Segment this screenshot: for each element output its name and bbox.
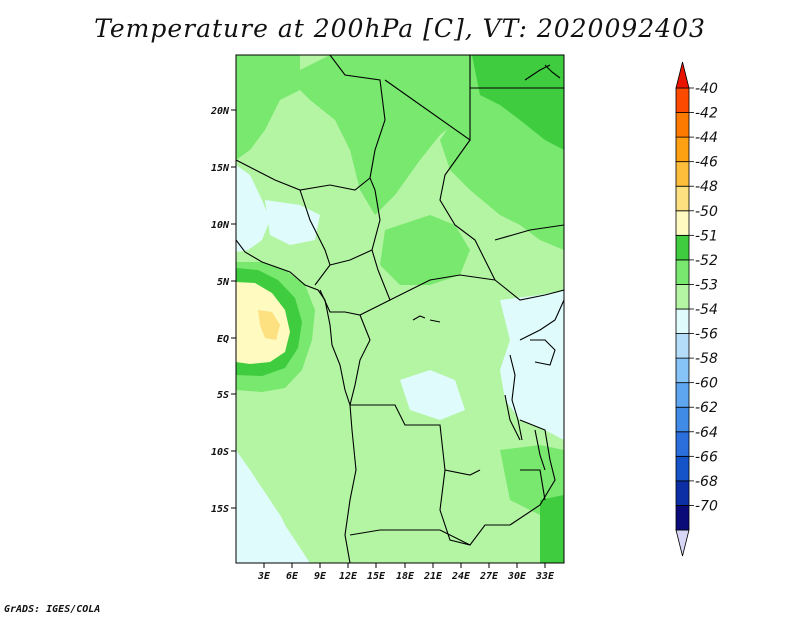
lon-label-24e: 24E [451, 571, 471, 582]
colorbar-swatch [675, 185, 690, 212]
country-borders [236, 55, 564, 563]
border-namibia [349, 529, 471, 546]
lake-malawi [534, 429, 546, 471]
lon-label-33e: 33E [535, 571, 555, 582]
lat-label-15s: 15S [211, 504, 229, 515]
colorbar-swatch [675, 210, 690, 236]
colorbar-swatch [675, 333, 690, 359]
field-region-interior-east [400, 370, 465, 420]
map-title: Temperature at 200hPa [C], VT: 202009240… [94, 14, 706, 43]
colorbar-label: -42 [695, 106, 718, 122]
colorbar: -40 -42 -44 -46 -48 -50 -51 -52 -53 -54 -56 -58 -60 -… [675, 61, 718, 557]
border-south-sudan [494, 279, 564, 301]
lake-kivu [412, 315, 441, 323]
colorbar-label: -51 [695, 228, 718, 244]
colorbar-swatch [675, 161, 690, 187]
colorbar-top-arrow [675, 61, 690, 89]
lat-label-20n: 20N [210, 106, 230, 117]
colorbar-label: -53 [695, 277, 718, 293]
colorbar-swatch [675, 87, 690, 113]
colorbar-swatch [675, 234, 690, 261]
border-mozambique [520, 469, 546, 501]
colorbar-swatch [675, 382, 690, 408]
border-niger-nigeria [236, 159, 371, 191]
lat-label-5s: 5S [217, 390, 229, 401]
colorbar-swatch [675, 112, 690, 138]
field-region-equator-warmest [258, 310, 280, 340]
colorbar-swatch [675, 431, 690, 457]
lake-tanganyika [509, 354, 523, 441]
border-tanzania [519, 419, 551, 461]
lat-label-10n: 10N [211, 220, 230, 231]
border-car-drc [329, 249, 373, 266]
field-region-east [500, 290, 564, 440]
lon-label-9e: 9E [314, 571, 327, 582]
colorbar-label: -46 [695, 155, 718, 171]
coastline-west-africa [236, 239, 357, 563]
lon-label-27e: 27E [479, 571, 499, 582]
field-region-southeast [540, 495, 564, 563]
colorbar-label: -64 [695, 425, 718, 441]
lake-victoria [530, 339, 556, 366]
field-region-interior-north [265, 200, 320, 245]
field-region-northeast-core [472, 55, 564, 150]
temperature-field [236, 55, 564, 563]
field-region-west [236, 55, 300, 160]
colorbar-bottom-arrow [675, 529, 690, 557]
colorbar-label: -58 [695, 351, 718, 367]
field-region-southwest-inner [260, 470, 335, 563]
lon-label-18e: 18E [396, 571, 415, 582]
colorbar-label: -66 [695, 449, 718, 465]
red-sea-coast [544, 64, 561, 79]
border-angola-zambia [439, 469, 510, 546]
map-frame [235, 54, 565, 564]
latitude-axis: 20N 15N 10N 5N EQ 5S 10S 15S [210, 106, 236, 515]
field-region-north [295, 55, 470, 215]
border-congo-drc [349, 314, 371, 406]
colorbar-swatch [675, 455, 690, 482]
field-region-central [380, 215, 470, 285]
colorbar-label: -70 [695, 498, 718, 514]
colorbar-label: -52 [695, 253, 718, 269]
colorbar-label: -54 [695, 302, 718, 318]
colorbar-swatch [675, 136, 690, 163]
lon-label-21e: 21E [423, 571, 443, 582]
colorbar-label: -40 [695, 81, 718, 97]
colorbar-label: -50 [695, 204, 718, 220]
lat-label-eq: EQ [217, 334, 229, 345]
colorbar-label: -62 [695, 400, 718, 416]
lon-label-12e: 12E [339, 571, 358, 582]
colorbar-swatch [675, 259, 690, 285]
colorbar-label: -56 [695, 327, 718, 343]
lat-label-15n: 15N [211, 163, 230, 174]
lon-label-15e: 15E [367, 571, 386, 582]
lat-label-5n: 5N [217, 277, 230, 288]
longitude-axis: 3E 6E 9E 12E 15E 18E 21E 24E 27E 30E 33E [257, 563, 555, 582]
colorbar-swatch [675, 480, 690, 506]
lon-label-3e: 3E [257, 571, 271, 582]
border-burundi [504, 394, 521, 441]
lon-label-30e: 30E [507, 571, 527, 582]
border-drc-angola [350, 404, 481, 476]
lat-label-10s: 10S [211, 447, 229, 458]
lon-label-6e: 6E [286, 571, 299, 582]
colorbar-label: -44 [695, 130, 718, 146]
colorbar-swatch [675, 284, 690, 310]
colorbar-swatch [675, 505, 690, 531]
grads-credit: GrADS: IGES/COLA [4, 604, 101, 615]
colorbar-label: -60 [695, 376, 718, 392]
border-ethiopia [494, 224, 564, 241]
colorbar-label: -48 [695, 179, 718, 195]
border-zambia-zimbabwe [509, 459, 556, 526]
colorbar-swatch [675, 357, 690, 384]
border-nigeria-cameroon [299, 189, 331, 286]
colorbar-swatch [675, 406, 690, 433]
border-cameroon-congo [319, 289, 391, 316]
border-uganda-kenya [519, 299, 564, 341]
border-chad-sudan [439, 139, 496, 281]
colorbar-swatch [675, 308, 690, 334]
colorbar-label: -68 [695, 474, 718, 490]
field-region-west-coast [236, 165, 270, 252]
